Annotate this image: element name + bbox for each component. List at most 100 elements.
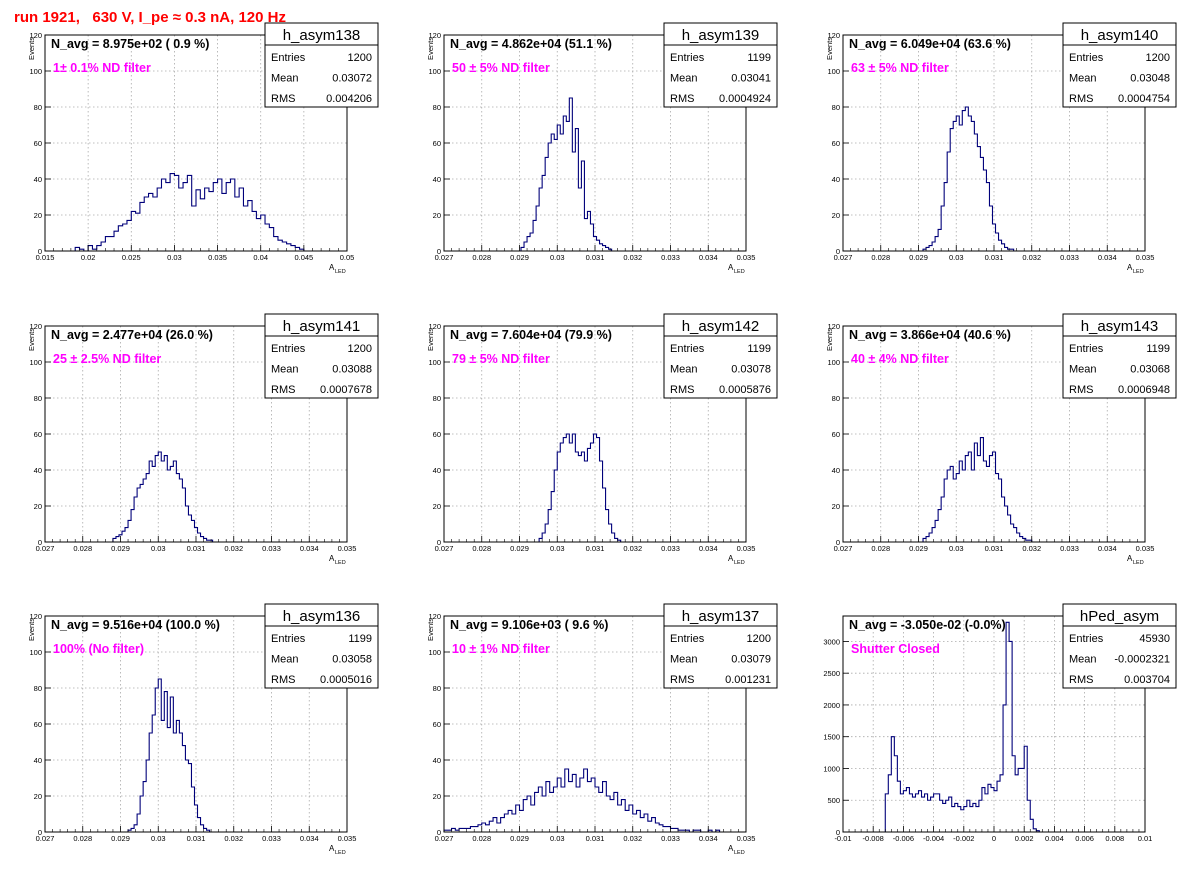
stat-label: RMS — [271, 384, 295, 396]
histogram-name: hPed_asym — [1080, 608, 1159, 625]
x-tick-label: 0.03 — [151, 544, 166, 553]
x-tick-label: 0.032 — [224, 834, 243, 843]
y-tick-label: 1000 — [823, 764, 840, 773]
stat-label: RMS — [1069, 674, 1093, 686]
y-tick-label: 1500 — [823, 733, 840, 742]
stat-label: Mean — [271, 364, 299, 376]
stat-label: Entries — [271, 343, 306, 355]
histogram-name: h_asym136 — [283, 608, 361, 625]
x-axis-label-subscript: LED — [734, 269, 745, 275]
navg-text: N_avg = 6.049e+04 (63.6 %) — [849, 37, 1011, 51]
stat-value: 0.03068 — [1130, 364, 1170, 376]
y-tick-label: 500 — [827, 796, 840, 805]
y-tick-label: 120 — [29, 31, 42, 40]
x-tick-label: 0.033 — [1060, 253, 1079, 262]
histogram-panel-h_asym142: 0.027 0.028 0.029 0.03 0.031 0.032 0.033 0.034 0… — [426, 313, 778, 566]
histogram-line — [538, 433, 622, 542]
x-tick-label: 0.028 — [871, 253, 890, 262]
x-tick-label: 0.035 — [737, 834, 756, 843]
x-tick-label: 0.028 — [472, 253, 491, 262]
histogram-panel-h_asym140: 0.027 0.028 0.029 0.03 0.031 0.032 0.033 0.034 0… — [825, 22, 1177, 275]
x-tick-label: 0.035 — [1136, 544, 1155, 553]
stat-value: 1200 — [348, 52, 372, 64]
x-tick-label: 0.029 — [510, 253, 529, 262]
histogram-panel-h_asym138: 0.015 0.02 0.025 0.03 0.035 0.04 0.045 0.05 0 20 4… — [27, 22, 379, 275]
stat-value: 0.0006948 — [1118, 384, 1170, 396]
histogram-panel-h_asym136: 0.027 0.028 0.029 0.03 0.031 0.032 0.033 0.034 0… — [27, 603, 379, 856]
y-tick-label: 60 — [34, 139, 42, 148]
stat-label: Mean — [271, 654, 299, 666]
x-tick-label: 0.028 — [73, 544, 92, 553]
y-tick-label: 80 — [433, 103, 441, 112]
histogram-line — [127, 678, 211, 832]
y-tick-label: 0 — [38, 538, 42, 547]
y-tick-label: 120 — [428, 322, 441, 331]
x-tick-label: 0.032 — [623, 544, 642, 553]
x-tick-label: 0.028 — [472, 834, 491, 843]
y-tick-label: 60 — [433, 720, 441, 729]
x-tick-label: 0.03 — [550, 253, 565, 262]
x-tick-label: 0.027 — [834, 544, 853, 553]
x-axis-label-subscript: LED — [335, 269, 346, 275]
stat-label: Entries — [1069, 343, 1104, 355]
stat-label: Mean — [670, 654, 698, 666]
y-tick-label: 20 — [34, 211, 42, 220]
x-tick-label: 0.031 — [586, 834, 605, 843]
stat-value: 0.001231 — [725, 674, 771, 686]
stat-label: Mean — [271, 73, 299, 85]
stat-value: 1199 — [348, 633, 372, 645]
stat-value: 1200 — [747, 633, 771, 645]
x-tick-label: 0.032 — [623, 834, 642, 843]
x-tick-label: 0.028 — [871, 544, 890, 553]
stat-label: RMS — [670, 384, 694, 396]
stat-label: RMS — [670, 674, 694, 686]
x-tick-label: 0.027 — [435, 544, 454, 553]
y-axis-label: Events — [825, 328, 834, 351]
stat-value: 1199 — [1146, 343, 1170, 355]
y-tick-label: 60 — [34, 430, 42, 439]
stat-label: Entries — [670, 343, 705, 355]
y-tick-label: 120 — [827, 322, 840, 331]
y-tick-label: 100 — [428, 358, 441, 367]
y-axis-label: Events — [825, 37, 834, 60]
x-tick-label: 0.029 — [510, 834, 529, 843]
stat-label: Mean — [1069, 73, 1097, 85]
y-tick-label: 120 — [29, 612, 42, 621]
y-tick-label: 120 — [428, 31, 441, 40]
stats-box — [1062, 22, 1177, 108]
x-tick-label: 0.027 — [435, 834, 454, 843]
page-title: run 1921, 630 V, I_pe ≈ 0.3 nA, 120 Hz — [14, 9, 286, 26]
stats-box — [1062, 603, 1177, 689]
x-tick-label: 0.05 — [340, 253, 355, 262]
histogram-name: h_asym137 — [682, 608, 760, 625]
stat-value: 0.0005876 — [719, 384, 771, 396]
x-tick-label: 0.033 — [661, 253, 680, 262]
navg-text: N_avg = -3.050e-02 (-0.0%) — [849, 618, 1006, 632]
x-tick-label: 0.029 — [510, 544, 529, 553]
y-tick-label: 3000 — [823, 637, 840, 646]
navg-text: N_avg = 9.516e+04 (100.0 %) — [51, 618, 220, 632]
x-tick-label: 0.033 — [1060, 544, 1079, 553]
y-tick-label: 80 — [832, 103, 840, 112]
y-tick-label: 80 — [433, 394, 441, 403]
stats-box — [663, 603, 778, 689]
x-tick-label: 0.027 — [36, 834, 55, 843]
x-tick-label: 0.03 — [550, 834, 565, 843]
histogram-panel-h_asym143: 0.027 0.028 0.029 0.03 0.031 0.032 0.033 0.034 0… — [825, 313, 1177, 566]
x-tick-label: 0.035 — [338, 834, 357, 843]
stat-value: 0.03088 — [332, 364, 372, 376]
y-tick-label: 0 — [437, 828, 441, 837]
x-tick-label: 0.027 — [36, 544, 55, 553]
x-axis-label: A — [329, 554, 335, 563]
x-tick-label: 0.031 — [985, 253, 1004, 262]
x-tick-label: -0.006 — [893, 834, 914, 843]
y-tick-label: 120 — [827, 31, 840, 40]
x-tick-label: 0.032 — [1022, 544, 1041, 553]
x-tick-label: 0.029 — [111, 834, 130, 843]
x-tick-label: 0.035 — [1136, 253, 1155, 262]
y-tick-label: 20 — [34, 792, 42, 801]
x-tick-label: 0.03 — [949, 544, 964, 553]
stat-value: 1200 — [348, 343, 372, 355]
histogram-line — [922, 106, 1015, 251]
y-axis-label: Events — [27, 37, 36, 60]
